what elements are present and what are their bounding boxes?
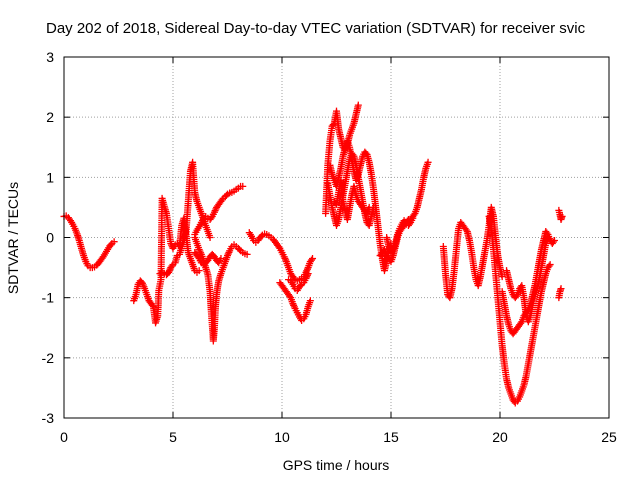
data-point	[218, 196, 226, 204]
data-point	[211, 207, 219, 215]
y-tick-label: -3	[42, 410, 55, 426]
data-point	[354, 101, 362, 109]
data-point	[165, 268, 173, 276]
data-point	[235, 246, 243, 254]
data-point	[224, 250, 232, 258]
data-point	[207, 214, 215, 222]
data-point	[224, 252, 231, 260]
data-point	[517, 319, 525, 327]
data-point	[286, 292, 294, 300]
y-tick-label: 0	[46, 230, 54, 246]
data-point	[551, 237, 558, 245]
data-point	[225, 248, 233, 256]
data-point	[289, 300, 297, 308]
data-point	[290, 303, 298, 311]
data-point	[304, 270, 312, 278]
data-point	[168, 262, 176, 270]
y-axis-label: SDTVAR / TECUs	[5, 182, 21, 294]
y-tick-label: 1	[46, 169, 54, 185]
data-point	[110, 238, 118, 246]
data-point	[206, 234, 214, 241]
data-point	[243, 250, 251, 258]
data-point	[195, 267, 203, 275]
y-tick-label: 2	[46, 109, 54, 125]
data-point	[409, 214, 417, 222]
x-tick-label: 5	[169, 429, 177, 445]
axis-ticks: 0 5 10 15 20 25 -3 -2 -1 0 1 2 3	[42, 49, 617, 445]
x-tick-label: 0	[60, 429, 68, 445]
data-point	[512, 292, 520, 300]
data-point	[546, 261, 554, 269]
data-point	[362, 149, 370, 157]
data-point	[167, 240, 175, 248]
data-point	[388, 247, 396, 255]
y-tick-label: -2	[42, 350, 55, 366]
x-tick-label: 10	[274, 429, 290, 445]
data-point	[303, 273, 311, 281]
data-point	[410, 211, 418, 219]
data-point	[280, 253, 288, 261]
data-point	[290, 301, 298, 309]
data-point	[545, 262, 553, 270]
data-point	[558, 212, 566, 220]
data-point	[107, 241, 115, 249]
scatter-marks	[60, 101, 566, 407]
x-tick-label: 15	[383, 429, 399, 445]
data-point	[275, 243, 283, 251]
data-point	[297, 282, 305, 290]
data-point	[303, 265, 311, 273]
data-point	[462, 226, 470, 234]
data-point	[309, 255, 317, 263]
x-axis-label: GPS time / hours	[283, 457, 390, 473]
data-point	[365, 203, 373, 211]
x-tick-label: 25	[601, 429, 617, 445]
y-tick-label: 3	[46, 49, 54, 65]
data-point	[557, 285, 565, 293]
data-point	[165, 267, 173, 275]
data-point	[549, 238, 557, 246]
data-point	[196, 247, 204, 255]
data-point	[302, 274, 310, 282]
data-point	[406, 220, 414, 228]
data-point	[282, 256, 290, 264]
data-point	[217, 255, 225, 263]
data-point	[210, 208, 218, 216]
grid	[64, 57, 609, 418]
data-point	[281, 254, 289, 262]
y-tick-label: -1	[42, 290, 55, 306]
data-point	[194, 253, 202, 261]
data-point	[306, 297, 314, 305]
data-point	[307, 256, 315, 264]
data-point	[195, 246, 203, 254]
data-point	[424, 158, 432, 166]
data-point	[303, 271, 311, 279]
data-point	[543, 229, 551, 237]
x-tick-label: 20	[492, 429, 508, 445]
data-point	[148, 301, 156, 309]
chart-title: Day 202 of 2018, Sidereal Day-to-day VTE…	[46, 20, 586, 37]
data-point	[239, 182, 247, 190]
